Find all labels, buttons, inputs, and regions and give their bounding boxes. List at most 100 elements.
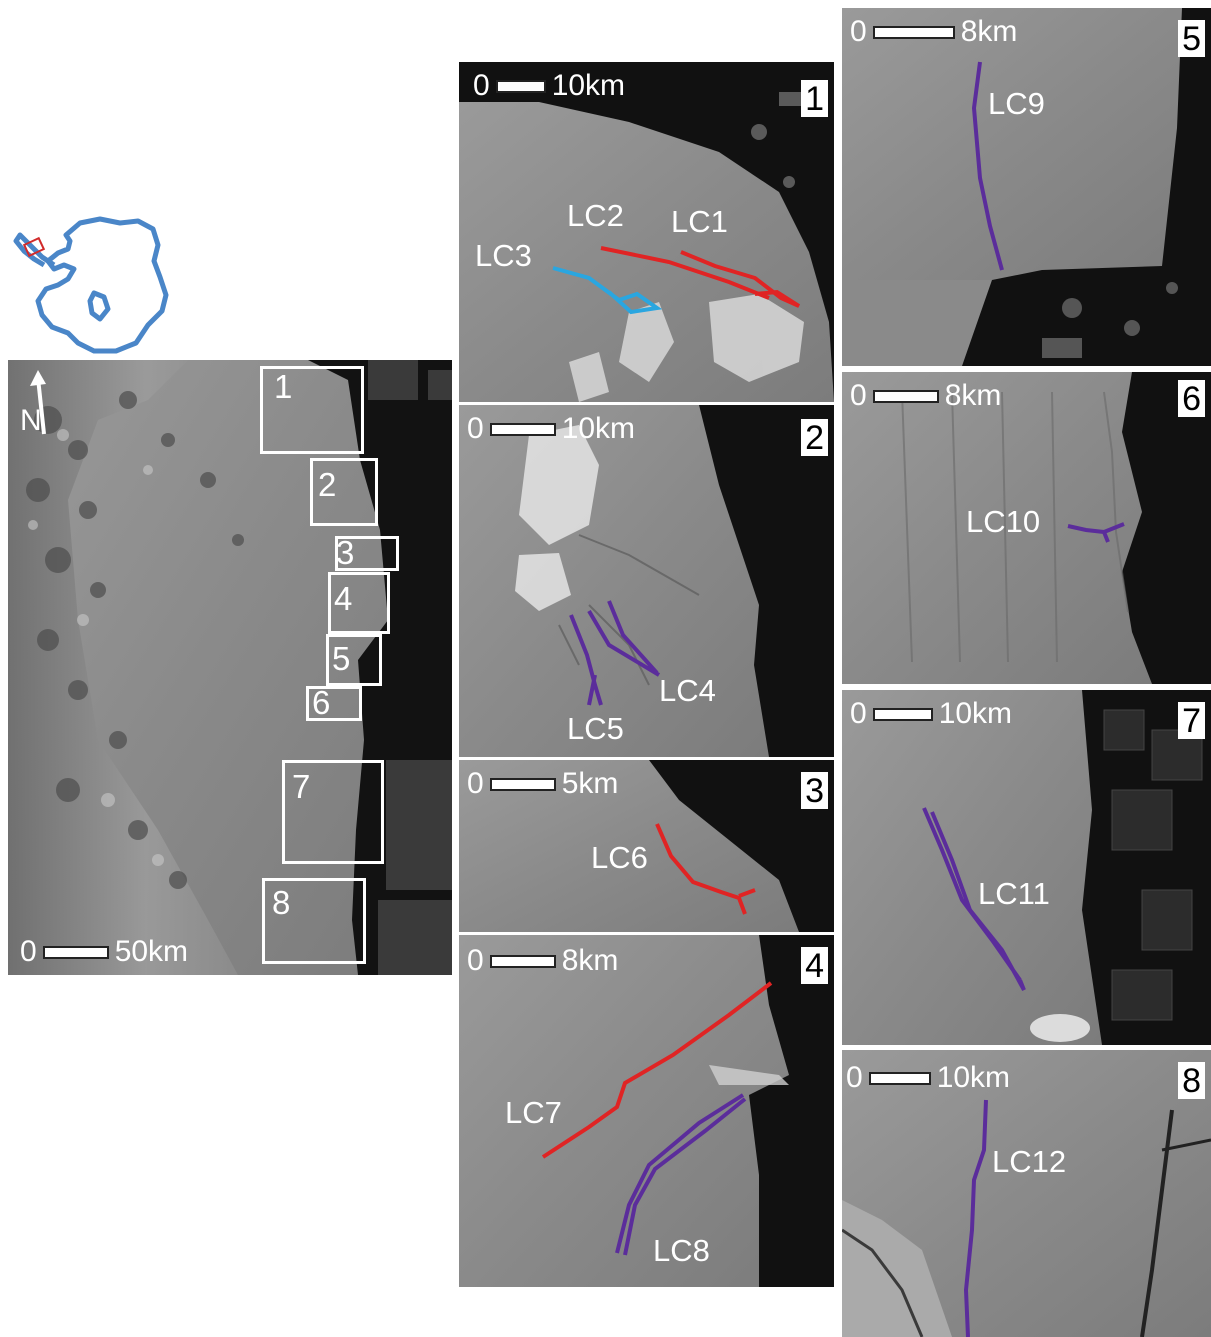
scale-bar-rect: [42, 945, 109, 959]
panel-4: 0 8km 4 LC7 LC8: [459, 935, 834, 1287]
overview-box-1: [260, 366, 364, 454]
overview-box-3: [335, 536, 399, 571]
scale-label: 10km: [551, 69, 626, 102]
scale-label: 50km: [114, 935, 189, 968]
lc2-line: [600, 246, 770, 300]
panel-5-number: 5: [1178, 20, 1205, 57]
overview-box-label-5: 5: [332, 640, 351, 677]
overview-map: N 1 2 3 4 5 6 7 8 0 50km: [8, 360, 452, 975]
overview-box-5: [326, 634, 382, 686]
panel-7-number: 7: [1178, 702, 1205, 739]
lc2-label: LC2: [567, 198, 624, 233]
lc5-line: [569, 614, 603, 706]
lc10-label: LC10: [966, 504, 1041, 539]
panel-3-number: 3: [801, 772, 828, 809]
panel-3-scale-bar: 0 5km: [467, 766, 618, 802]
scale-bar-rect: [489, 422, 556, 436]
panel-6-image: [842, 372, 1152, 684]
lc11-line: [922, 807, 1026, 991]
scale-label: 8km: [944, 379, 1002, 412]
panel-6: 0 8km 6 LC10: [842, 372, 1211, 684]
scale-zero: 0: [850, 697, 867, 730]
lc12-line: [963, 1099, 988, 1337]
lc12-label: LC12: [992, 1144, 1067, 1179]
overview-box-4: [328, 572, 390, 634]
panel-5-image: [842, 8, 1182, 366]
lc8-label: LC8: [653, 1233, 710, 1268]
panel-6-scale-bar: 0 8km: [850, 378, 1001, 414]
panel-1-image: [459, 92, 834, 402]
lc8-line: [615, 1093, 747, 1256]
scale-label: 10km: [936, 1061, 1011, 1094]
scale-bar-rect: [495, 79, 546, 93]
panel-2-image: [459, 405, 769, 757]
scale-bar-rect: [872, 707, 933, 721]
north-arrow-icon: [30, 370, 46, 435]
scale-bar-rect: [872, 389, 939, 403]
scale-zero: 0: [20, 935, 37, 968]
overview-box-label-8: 8: [272, 884, 291, 921]
overview-box-7: [282, 760, 384, 864]
panel-7: 0 10km 7 LC11: [842, 690, 1211, 1045]
lc4-line: [587, 600, 661, 677]
scale-zero: 0: [467, 767, 484, 800]
lc3-line: [552, 266, 663, 315]
panel-7-scale-bar: 0 10km: [850, 696, 1012, 732]
overview-box-label-7: 7: [292, 768, 311, 805]
overview-box-label-2: 2: [318, 466, 337, 503]
overview-box-label-1: 1: [274, 368, 293, 405]
scale-zero: 0: [467, 412, 484, 445]
lc1-label: LC1: [671, 204, 728, 239]
scale-zero: 0: [850, 379, 867, 412]
antarctica-outline: [35, 216, 169, 354]
scale-zero: 0: [846, 1061, 863, 1094]
overview-box-label-4: 4: [334, 580, 353, 617]
overview-box-label-3: 3: [336, 534, 355, 571]
panel-7-image: [842, 690, 1203, 1045]
scale-bar-rect: [489, 954, 556, 968]
lc1-line: [680, 250, 801, 308]
overview-image: [8, 360, 452, 975]
north-label: N: [20, 404, 42, 437]
scale-zero: 0: [473, 69, 490, 102]
scale-zero: 0: [850, 15, 867, 48]
scale-label: 8km: [960, 15, 1018, 48]
lc6-label: LC6: [591, 840, 648, 875]
panel-1: 0 10km 1 LC1 LC2 LC3: [459, 62, 834, 402]
scale-zero: 0: [467, 944, 484, 977]
lc6-line: [655, 823, 756, 915]
panel-4-scale-bar: 0 8km: [467, 943, 618, 979]
panel-1-scale-bar: 0 10km: [473, 68, 625, 104]
scale-bar-rect: [489, 777, 556, 791]
lc9-label: LC9: [988, 86, 1045, 121]
overview-box-label-6: 6: [312, 684, 331, 721]
antarctic-peninsula: [13, 232, 56, 268]
lc5-label: LC5: [567, 711, 624, 746]
panel-2-scale-bar: 0 10km: [467, 411, 635, 447]
scale-label: 5km: [561, 767, 619, 800]
antarctica-inset-map: [13, 216, 169, 354]
panel-6-number: 6: [1178, 380, 1205, 417]
lc3-label: LC3: [475, 238, 532, 273]
scale-bar-rect: [872, 25, 955, 39]
panel-3: 0 5km 3 LC6: [459, 760, 834, 932]
lc7-label: LC7: [505, 1095, 562, 1130]
north-arrow: N: [16, 368, 56, 438]
lc10-line: [1067, 522, 1125, 543]
overview-box-2: [310, 458, 378, 526]
panel-8: 0 10km 8 LC12: [842, 1050, 1211, 1337]
panel-2: 0 10km 2 LC4 LC5: [459, 405, 834, 757]
scale-bar-rect: [868, 1071, 931, 1085]
scale-label: 10km: [561, 412, 636, 445]
panel-1-number: 1: [801, 80, 828, 117]
panel-8-scale-bar: 0 10km: [846, 1060, 1010, 1096]
panel-5: 0 8km 5 LC9: [842, 8, 1211, 366]
lc4-label: LC4: [659, 673, 716, 708]
lc11-label: LC11: [978, 876, 1050, 911]
overview-box-8: [262, 878, 366, 964]
lc7-line: [541, 981, 773, 1159]
panel-8-image: [842, 1050, 1211, 1337]
panel-4-number: 4: [801, 947, 828, 984]
overview-box-6: [306, 686, 362, 721]
study-area-highlight: [22, 236, 46, 258]
